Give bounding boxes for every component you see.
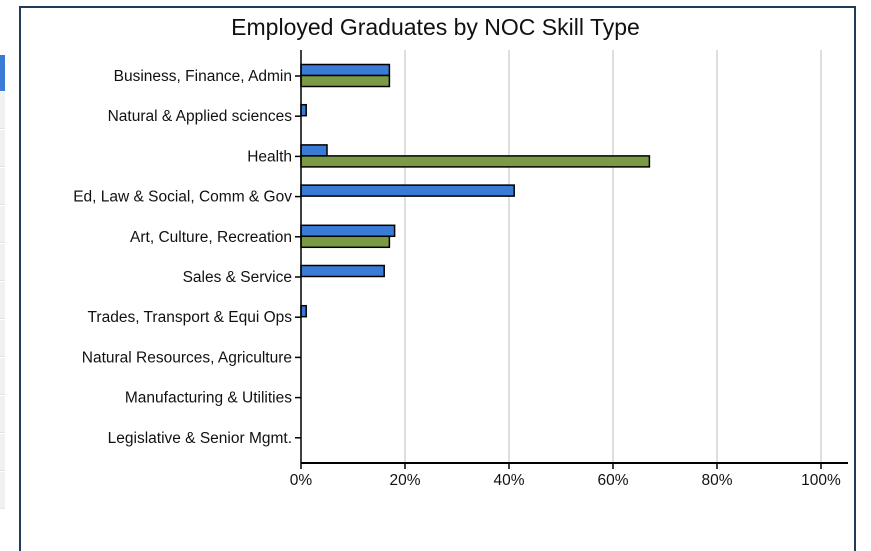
y-tick-label: Legislative & Senior Mgmt. (108, 430, 292, 447)
y-tick-label: Manufacturing & Utilities (125, 390, 292, 407)
side-panel-item[interactable] (0, 472, 5, 509)
side-panel-item[interactable] (0, 206, 5, 243)
x-tick-label: 80% (701, 472, 732, 489)
side-panel-item[interactable] (0, 130, 5, 167)
y-tick-label: Natural & Applied sciences (108, 108, 293, 125)
side-panel-item[interactable] (0, 320, 5, 357)
x-tick-label: 0% (290, 472, 313, 489)
side-panel-strip (0, 0, 6, 546)
bar (300, 235, 391, 249)
y-tick-label: Trades, Transport & Equi Ops (88, 309, 293, 326)
side-panel-item[interactable] (0, 168, 5, 205)
bar (300, 63, 391, 77)
x-tick-label: 20% (389, 472, 420, 489)
y-tick-label: Art, Culture, Recreation (130, 229, 292, 246)
chart-title: Employed Graduates by NOC Skill Type (231, 14, 640, 40)
side-panel-item[interactable] (0, 434, 5, 471)
bar (300, 184, 515, 197)
x-tick-label: 100% (801, 472, 841, 489)
side-panel-item[interactable] (0, 358, 5, 395)
bar (300, 264, 385, 278)
bar (300, 224, 396, 238)
y-tick-label: Ed, Law & Social, Comm & Gov (73, 189, 292, 206)
side-panel-item[interactable] (0, 244, 5, 281)
bar (300, 74, 391, 88)
bar (300, 103, 307, 117)
side-panel-item[interactable] (0, 396, 5, 433)
side-panel-item[interactable] (0, 282, 5, 319)
side-panel-selected-indicator[interactable] (0, 55, 5, 91)
bar (300, 304, 307, 318)
y-tick-label: Health (247, 148, 292, 165)
y-tick-label: Sales & Service (183, 269, 292, 286)
y-tick-label: Natural Resources, Agriculture (82, 349, 292, 366)
bar (300, 144, 328, 157)
bar (300, 155, 651, 168)
side-panel-item[interactable] (0, 92, 5, 129)
x-tick-label: 40% (493, 472, 524, 489)
x-tick-label: 60% (597, 472, 628, 489)
y-tick-label: Business, Finance, Admin (114, 68, 292, 85)
